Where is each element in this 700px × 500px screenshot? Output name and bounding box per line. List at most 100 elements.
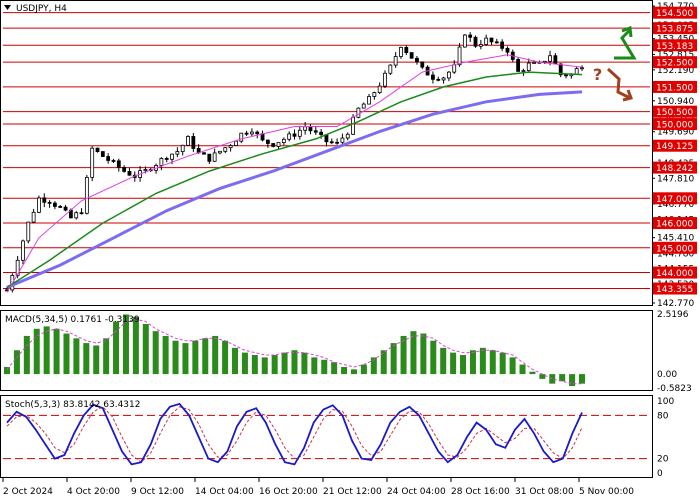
macd-bar bbox=[331, 362, 338, 375]
x-tick-label: 14 Oct 04:00 bbox=[195, 487, 254, 497]
candle-body bbox=[63, 206, 68, 211]
candle bbox=[111, 158, 116, 164]
level-tag-label: 143.355 bbox=[656, 285, 693, 295]
candle bbox=[175, 147, 180, 158]
candle-body bbox=[372, 92, 377, 97]
candle-body bbox=[505, 47, 510, 53]
candle-body bbox=[292, 133, 297, 137]
macd-bar bbox=[291, 350, 298, 375]
macd-bar bbox=[93, 345, 100, 375]
candle-body bbox=[90, 147, 95, 178]
candle bbox=[53, 201, 57, 210]
macd-bar bbox=[13, 350, 20, 375]
candle-body bbox=[420, 61, 425, 68]
macd-bar bbox=[132, 316, 139, 375]
stoch-title: Stoch(5,3,3) 83.8142 63.4312 bbox=[5, 400, 140, 410]
candle bbox=[494, 38, 499, 44]
candle-body bbox=[159, 158, 164, 166]
x-tick-label: 16 Oct 20:00 bbox=[259, 487, 318, 497]
macd-bar bbox=[281, 352, 288, 375]
x-tick-label: 2 Oct 2024 bbox=[3, 487, 53, 497]
macd-bar bbox=[261, 357, 268, 375]
ma-fast-line bbox=[6, 54, 583, 293]
candle-body bbox=[377, 85, 382, 93]
level-tag bbox=[653, 139, 697, 152]
candle-body bbox=[478, 44, 483, 47]
candle bbox=[393, 52, 398, 68]
candle bbox=[212, 148, 217, 163]
stoch-y-tick-label: 0 bbox=[657, 469, 663, 479]
macd-bar bbox=[360, 364, 367, 375]
candle-body bbox=[431, 74, 435, 80]
candle-body bbox=[526, 62, 531, 71]
macd-bar bbox=[420, 333, 427, 375]
candle-body bbox=[532, 62, 536, 64]
candle-body bbox=[367, 96, 371, 105]
level-tag-label: 145.000 bbox=[656, 244, 693, 254]
candle-body bbox=[42, 197, 47, 203]
candle bbox=[462, 34, 467, 48]
candle bbox=[409, 52, 414, 59]
candle bbox=[313, 126, 318, 135]
candle-body bbox=[388, 64, 393, 74]
macd-bar bbox=[113, 321, 120, 375]
stoch-panel[interactable] bbox=[0, 395, 653, 478]
candle bbox=[186, 135, 190, 146]
candle-body bbox=[180, 144, 185, 152]
candle bbox=[90, 146, 95, 182]
candle bbox=[58, 205, 63, 208]
candle-body bbox=[287, 133, 292, 140]
stoch-layer bbox=[3, 402, 650, 466]
candle bbox=[558, 63, 563, 78]
macd-bar bbox=[460, 355, 467, 375]
candle-body bbox=[116, 160, 121, 168]
candle bbox=[271, 143, 276, 148]
level-tag bbox=[653, 22, 697, 35]
candle bbox=[478, 39, 483, 50]
macd-bar bbox=[380, 350, 387, 375]
macd-bar bbox=[172, 340, 179, 375]
macd-bar bbox=[579, 374, 585, 384]
macd-bar bbox=[83, 343, 90, 375]
candle bbox=[26, 221, 31, 244]
ma-mid-line bbox=[6, 71, 583, 289]
candle-body bbox=[558, 63, 563, 76]
candle-body bbox=[218, 150, 222, 154]
level-tag-label: 144.000 bbox=[656, 269, 693, 279]
macd-bar bbox=[152, 331, 159, 375]
price-panel[interactable] bbox=[0, 0, 653, 306]
macd-bar bbox=[469, 350, 476, 375]
candle-body bbox=[202, 152, 206, 155]
macd-bar bbox=[559, 374, 566, 382]
macd-bar bbox=[430, 340, 437, 375]
candle bbox=[335, 138, 339, 145]
candle bbox=[431, 71, 435, 84]
candle bbox=[441, 76, 446, 84]
macd-title: MACD(5,34,5) 0.1761 -0.3139 bbox=[5, 315, 140, 325]
macd-bar bbox=[192, 340, 199, 375]
candle-body bbox=[313, 130, 318, 133]
x-tick-label: 21 Oct 12:00 bbox=[323, 487, 382, 497]
candle bbox=[281, 137, 286, 146]
candle-body bbox=[53, 202, 57, 207]
level-tag bbox=[653, 6, 697, 19]
candle bbox=[207, 153, 212, 164]
candle-body bbox=[265, 139, 270, 144]
macd-bar bbox=[251, 355, 258, 375]
candle-body bbox=[351, 116, 355, 135]
candle bbox=[516, 57, 521, 72]
candle-body bbox=[462, 34, 467, 48]
candle-body bbox=[361, 103, 366, 109]
question-mark-icon: ? bbox=[593, 65, 602, 84]
candle-body bbox=[47, 201, 52, 204]
candle bbox=[297, 125, 302, 140]
level-tag bbox=[653, 241, 697, 254]
candle bbox=[377, 82, 382, 95]
macd-bar bbox=[410, 331, 417, 375]
candle-body bbox=[37, 197, 41, 213]
candle bbox=[276, 142, 281, 150]
x-tick-label: 9 Oct 12:00 bbox=[131, 487, 184, 497]
candle-body bbox=[170, 153, 174, 160]
candle bbox=[21, 239, 25, 265]
